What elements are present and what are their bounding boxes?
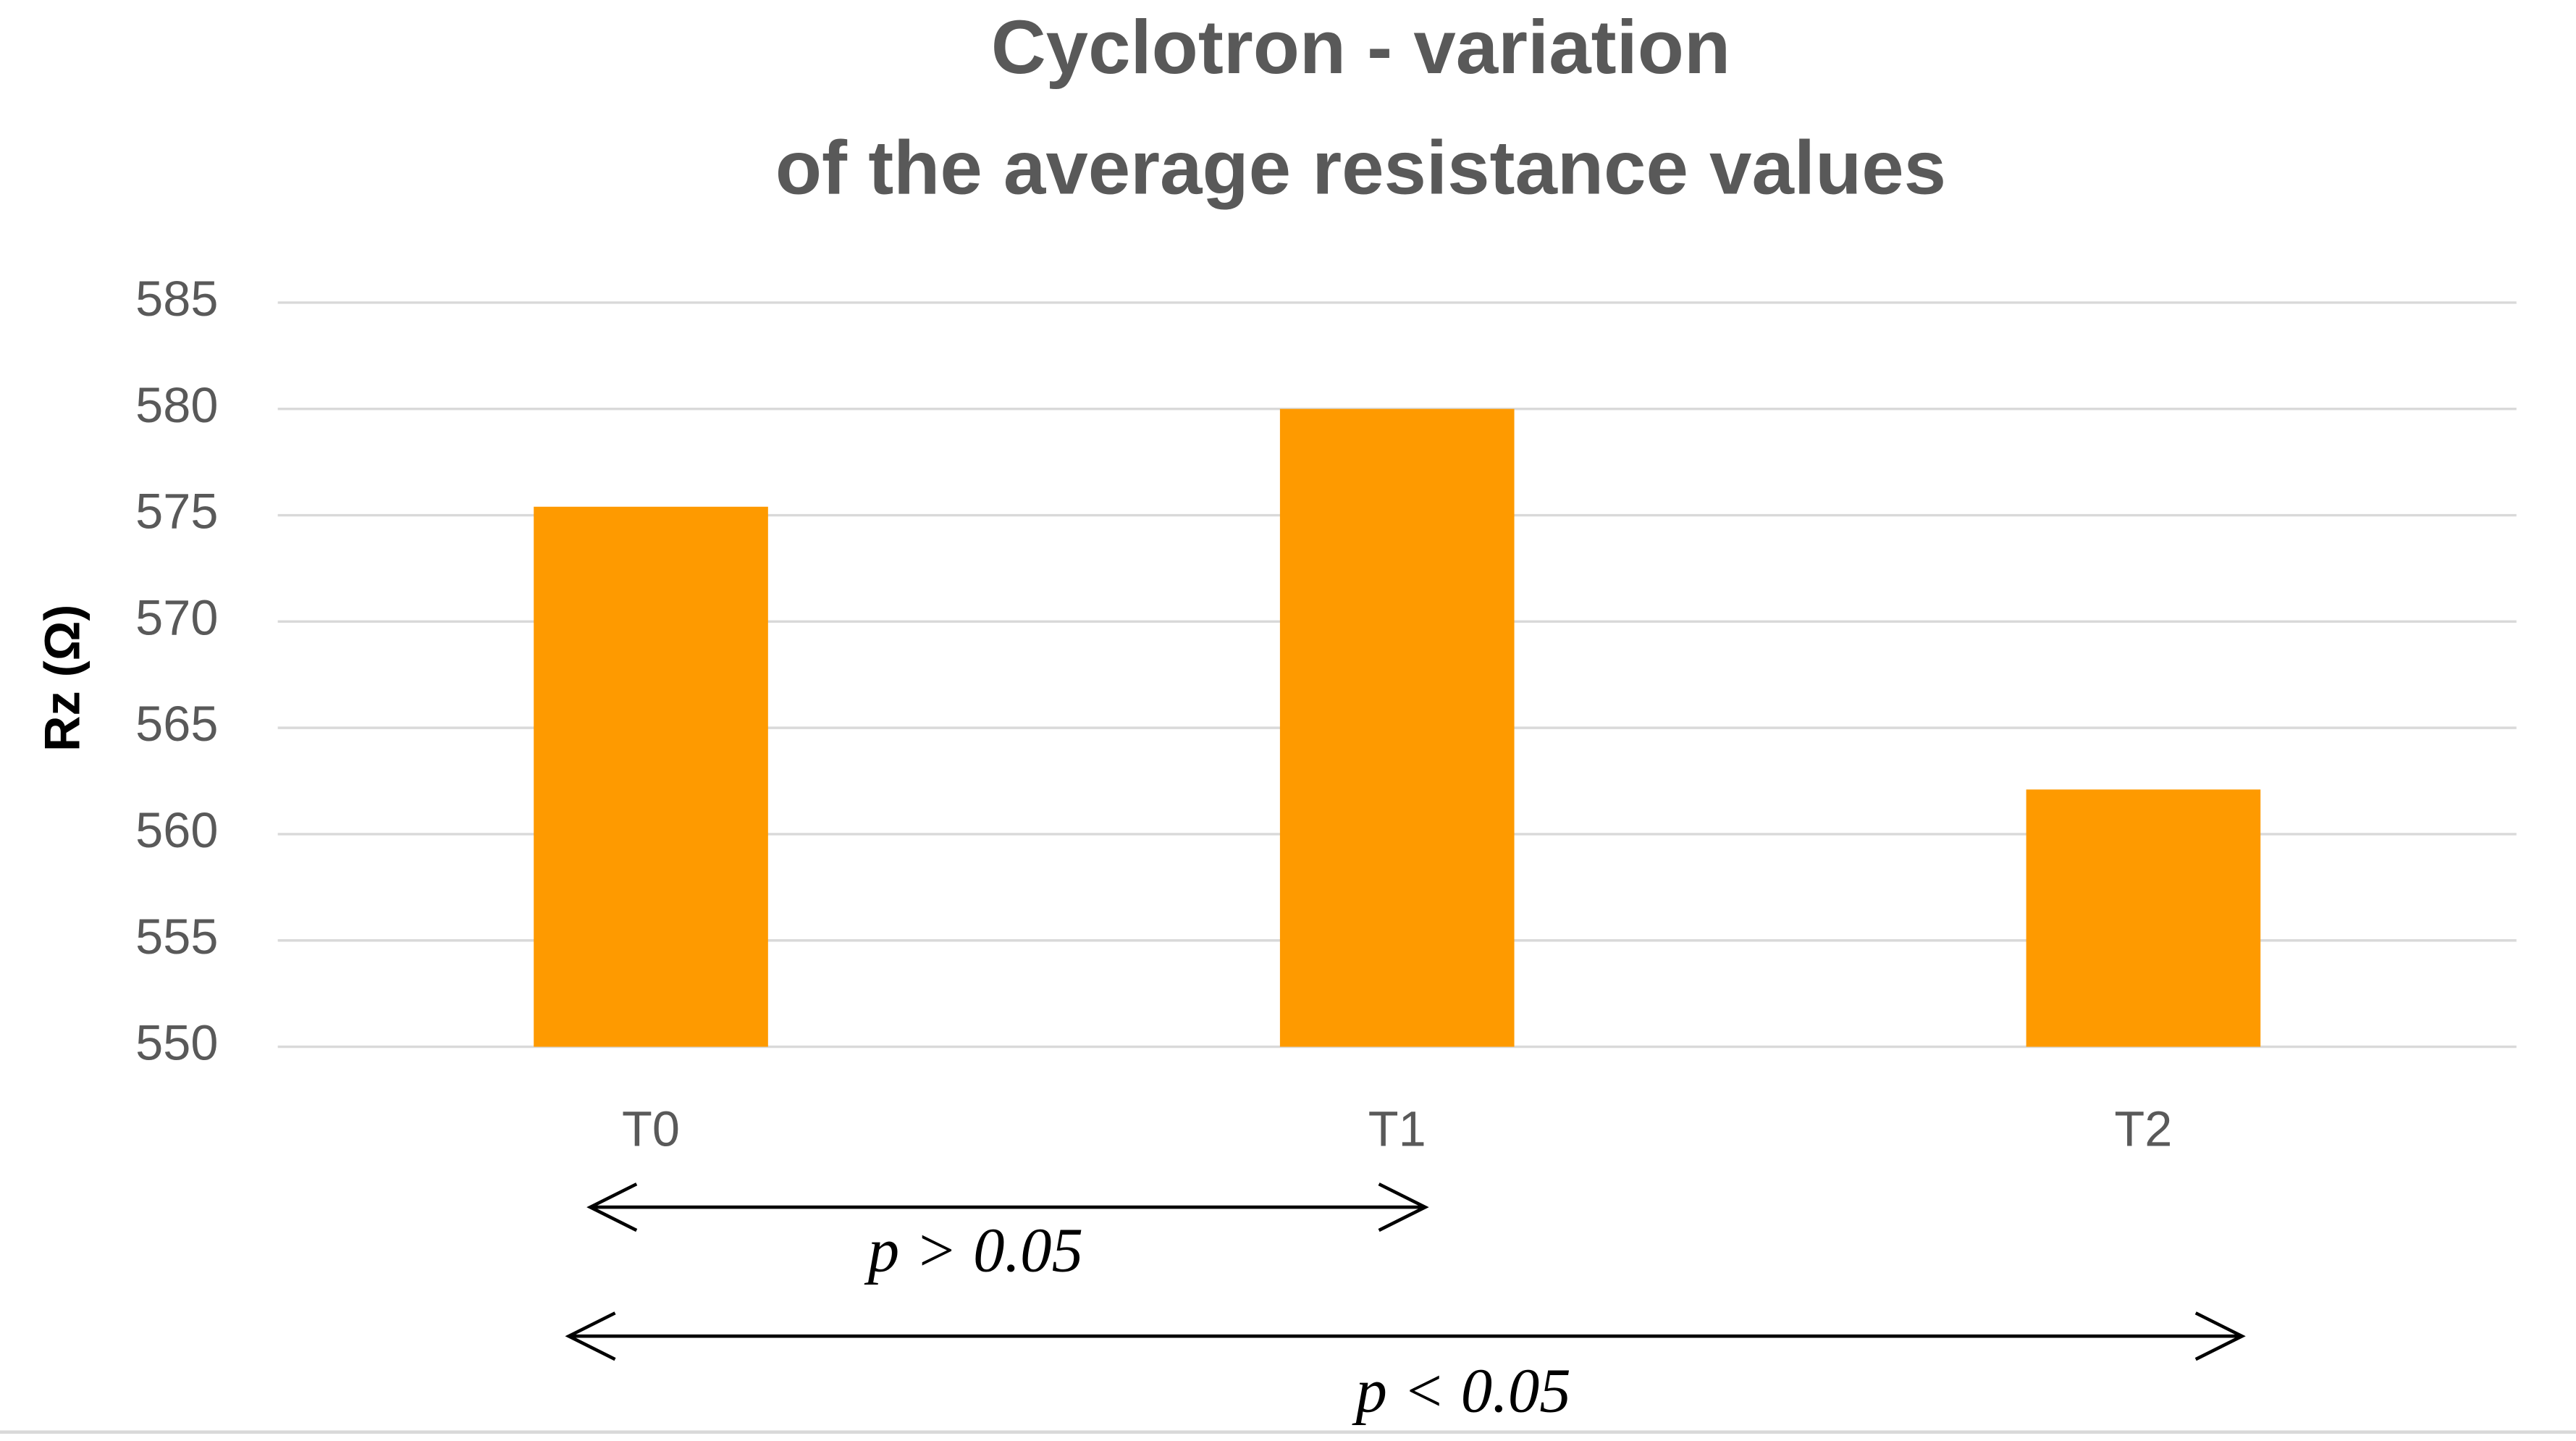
y-tick-label: 585 (135, 271, 218, 327)
y-tick-label: 555 (135, 909, 218, 965)
arrows (565, 1182, 2246, 1361)
y-tick-label: 565 (135, 696, 218, 752)
bar (1279, 408, 1515, 1047)
x-tick-label: T2 (2114, 1101, 2172, 1156)
bar (534, 506, 768, 1047)
y-tick-label: 575 (135, 484, 218, 539)
y-tick-label: 570 (135, 589, 218, 645)
arrow (565, 1311, 2246, 1361)
bar (2026, 789, 2261, 1047)
chart-title: Cyclotron - variation (991, 5, 1730, 90)
y-tick-label: 550 (135, 1015, 218, 1071)
annotation: p > 0.05 (864, 1216, 1083, 1285)
y-tick-label: 560 (135, 802, 218, 858)
y-tick-label: 580 (135, 377, 218, 433)
chart-title: of the average resistance values (775, 126, 1946, 211)
x-tick-label: T1 (1368, 1101, 1426, 1156)
x-tick-label: T0 (622, 1101, 680, 1156)
y-axis-label: Rz (Ω) (34, 605, 90, 752)
arrow (586, 1182, 1429, 1232)
annotation: p < 0.05 (1351, 1356, 1570, 1426)
